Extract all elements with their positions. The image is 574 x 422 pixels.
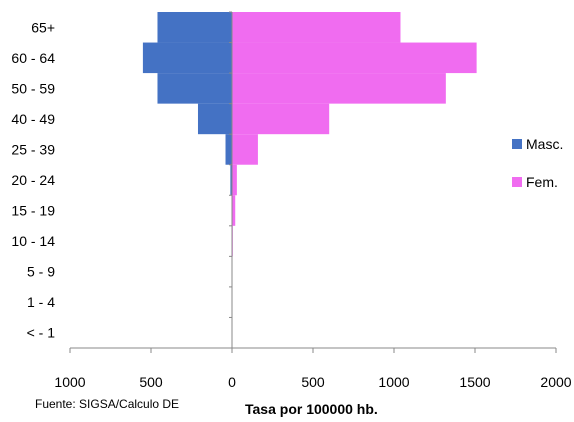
bar-fem [232, 42, 477, 74]
bar-fem [232, 73, 446, 104]
source-note: Fuente: SIGSA/Calculo DE [35, 397, 179, 411]
x-tick-label: 1000 [378, 374, 409, 390]
x-tick-label: 0 [228, 374, 236, 390]
bar-masc [197, 103, 232, 135]
bar-fem [232, 134, 258, 165]
y-tick-label: 10 - 14 [11, 233, 55, 249]
y-tick-label: 15 - 19 [11, 203, 55, 219]
x-tick-label: 1000 [54, 374, 85, 390]
x-tick-label: 1500 [459, 374, 490, 390]
bar-fem [232, 103, 330, 135]
bar-fem [232, 12, 401, 43]
y-tick-label: 20 - 24 [11, 172, 55, 188]
bar-masc [157, 12, 232, 43]
x-axis-title: Tasa por 100000 hb. [245, 401, 378, 417]
x-tick-label: 500 [301, 374, 325, 390]
bar-fem [232, 164, 237, 196]
y-tick-labels: 65+ 60 - 64 50 - 59 40 - 49 25 - 39 20 - 24 15… [11, 19, 55, 340]
y-tick-label: 50 - 59 [11, 80, 55, 96]
y-tick-marks [229, 11, 232, 318]
y-tick-label: 25 - 39 [11, 141, 55, 157]
masc-bars [142, 12, 232, 348]
bar-fem [232, 195, 236, 226]
y-tick-label: 40 - 49 [11, 111, 55, 127]
legend-label-masc: Masc. [526, 136, 563, 152]
y-tick-label: 60 - 64 [11, 50, 55, 66]
bar-masc [225, 134, 232, 165]
bar-masc [230, 164, 232, 196]
legend-label-fem: Fem. [526, 174, 558, 190]
x-tick-labels: 1000 500 0 500 1000 1500 2000 [54, 374, 571, 390]
y-tick-label: 1 - 4 [27, 294, 55, 310]
x-tick-label: 2000 [540, 374, 571, 390]
y-tick-label: 65+ [31, 19, 55, 35]
x-tick-label: 500 [139, 374, 163, 390]
y-tick-label: 5 - 9 [27, 264, 55, 280]
legend-swatch-fem [512, 177, 522, 187]
legend-swatch-masc [512, 139, 522, 149]
fem-bars [232, 12, 477, 348]
bar-masc [157, 73, 232, 104]
x-tick-marks [69, 348, 557, 353]
bar-masc [142, 42, 232, 74]
y-tick-label: < - 1 [27, 325, 56, 341]
legend: Masc. Fem. [512, 136, 563, 190]
